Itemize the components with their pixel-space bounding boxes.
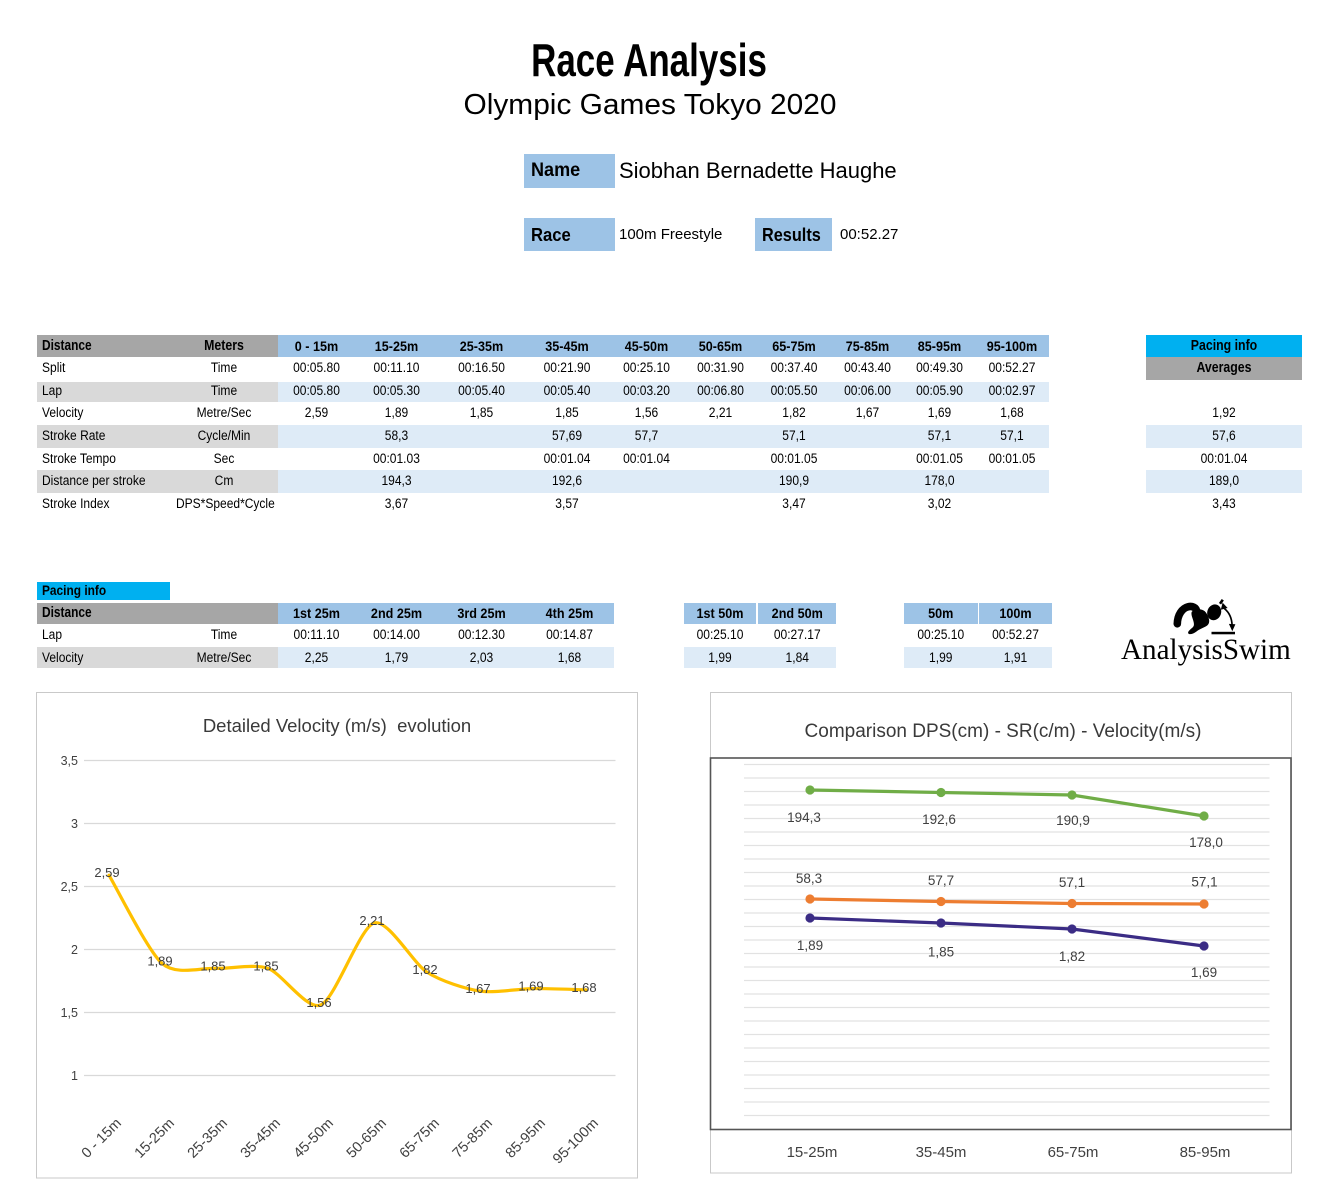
svg-text:15-25m: 15-25m xyxy=(787,1144,838,1161)
svg-text:1,5: 1,5 xyxy=(61,1006,78,1020)
svg-text:57,1: 57,1 xyxy=(1059,875,1085,890)
svg-text:1,85: 1,85 xyxy=(928,945,954,960)
svg-text:1,69: 1,69 xyxy=(1191,965,1217,980)
svg-text:45-50m: 45-50m xyxy=(291,1116,337,1162)
svg-text:2,21: 2,21 xyxy=(359,913,384,928)
svg-text:Detailed Velocity (m/s) evolu: Detailed Velocity (m/s) evolution xyxy=(203,715,471,736)
svg-text:57,1: 57,1 xyxy=(1191,875,1217,890)
svg-text:35-45m: 35-45m xyxy=(238,1116,284,1162)
svg-text:1,85: 1,85 xyxy=(200,958,225,973)
svg-text:2,59: 2,59 xyxy=(94,865,119,880)
svg-text:1,56: 1,56 xyxy=(306,995,331,1010)
svg-text:192,6: 192,6 xyxy=(922,812,956,827)
svg-text:3,5: 3,5 xyxy=(61,754,78,768)
svg-text:85-95m: 85-95m xyxy=(1180,1144,1231,1161)
svg-text:65-75m: 65-75m xyxy=(1048,1144,1099,1161)
svg-text:65-75m: 65-75m xyxy=(397,1116,443,1162)
svg-text:58,3: 58,3 xyxy=(796,871,822,886)
svg-text:1,68: 1,68 xyxy=(571,980,596,995)
svg-text:25-35m: 25-35m xyxy=(185,1116,231,1162)
svg-text:50-65m: 50-65m xyxy=(344,1116,390,1162)
svg-text:178,0: 178,0 xyxy=(1189,835,1223,850)
svg-text:2: 2 xyxy=(71,943,78,957)
svg-text:2,5: 2,5 xyxy=(61,880,78,894)
svg-text:1,82: 1,82 xyxy=(1059,949,1085,964)
svg-text:1,89: 1,89 xyxy=(147,953,172,968)
svg-text:85-95m: 85-95m xyxy=(503,1116,549,1162)
svg-text:1: 1 xyxy=(71,1069,78,1083)
svg-text:3: 3 xyxy=(71,817,78,831)
svg-text:194,3: 194,3 xyxy=(787,810,821,825)
svg-text:57,7: 57,7 xyxy=(928,873,954,888)
svg-text:1,85: 1,85 xyxy=(253,958,278,973)
svg-text:1,89: 1,89 xyxy=(797,938,823,953)
svg-text:15-25m: 15-25m xyxy=(132,1116,178,1162)
svg-text:75-85m: 75-85m xyxy=(450,1116,496,1162)
svg-text:Comparison DPS(cm) - SR(c/m) -: Comparison DPS(cm) - SR(c/m) - Velocity(… xyxy=(805,721,1202,742)
svg-text:1,67: 1,67 xyxy=(465,981,490,996)
svg-text:0 - 15m: 0 - 15m xyxy=(79,1116,125,1162)
svg-text:35-45m: 35-45m xyxy=(916,1144,967,1161)
svg-text:95-100m: 95-100m xyxy=(550,1116,602,1168)
svg-text:1,69: 1,69 xyxy=(518,979,543,994)
svg-text:1,82: 1,82 xyxy=(412,962,437,977)
svg-text:190,9: 190,9 xyxy=(1056,813,1090,828)
